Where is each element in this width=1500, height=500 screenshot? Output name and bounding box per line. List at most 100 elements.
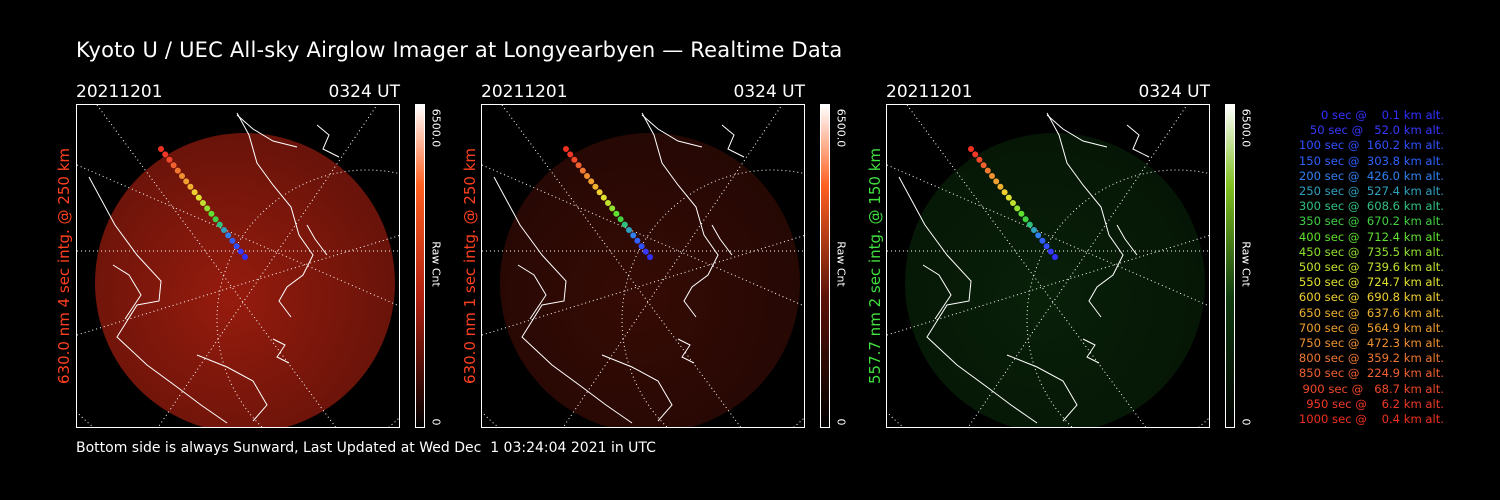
legend-row: 500 sec @ 739.6 km alt. bbox=[1295, 260, 1444, 275]
trajectory-point bbox=[642, 248, 649, 255]
legend-row: 900 sec @ 68.7 km alt. bbox=[1298, 381, 1444, 396]
coastline bbox=[922, 264, 952, 320]
trajectory-point bbox=[1005, 194, 1012, 201]
trajectory-point bbox=[204, 205, 211, 212]
panel-1-date: 20211201 bbox=[76, 82, 163, 102]
page-title: Kyoto U / UEC All-sky Airglow Imager at … bbox=[76, 38, 843, 62]
panel-2-colorbar-labels: 6500.0 Raw Cnt 0 bbox=[833, 104, 849, 428]
longitude-grid-line bbox=[482, 235, 804, 336]
trajectory-point bbox=[609, 205, 616, 212]
coastline bbox=[1126, 124, 1150, 158]
panel-3-colorbar-labels: 6500.0 Raw Cnt 0 bbox=[1238, 104, 1254, 428]
colorbar-unit-label: Raw Cnt bbox=[429, 241, 443, 287]
trajectory-point bbox=[1047, 248, 1054, 255]
legend-row: 600 sec @ 690.8 km alt. bbox=[1295, 290, 1444, 305]
trajectory-point bbox=[976, 156, 983, 163]
panel-2-time: 0324 UT bbox=[733, 82, 806, 102]
legend-row: 700 sec @ 564.9 km alt. bbox=[1295, 320, 1444, 335]
trajectory-point bbox=[984, 167, 991, 174]
panel-2-colorbar bbox=[820, 104, 830, 428]
panel-3-side-label: 557.7 nm 2 sec intg. @ 150 km bbox=[866, 147, 884, 385]
longitude-grid-line bbox=[77, 235, 399, 336]
trajectory-point bbox=[1001, 189, 1008, 196]
legend-row: 0 sec @ 0.1 km alt. bbox=[1309, 108, 1444, 122]
coastline bbox=[711, 224, 733, 256]
allsky-image-3 bbox=[887, 105, 1209, 427]
trajectory-point bbox=[634, 237, 641, 244]
legend-row: 1000 sec @ 0.4 km alt. bbox=[1298, 412, 1444, 427]
airglow-emission bbox=[95, 133, 395, 427]
coastline bbox=[601, 354, 673, 422]
colorbar-max-label: 6500.0 bbox=[429, 108, 443, 148]
trajectory-point bbox=[617, 216, 624, 223]
panel-3-time: 0324 UT bbox=[1138, 82, 1211, 102]
trajectory-point bbox=[195, 194, 202, 201]
trajectory-point bbox=[170, 162, 177, 169]
coastline bbox=[721, 124, 745, 158]
trajectory-point bbox=[1043, 243, 1050, 250]
coastline bbox=[236, 112, 314, 318]
trajectory-point bbox=[980, 162, 987, 169]
coastline bbox=[316, 124, 340, 158]
panel-2-image[interactable] bbox=[481, 104, 805, 428]
coastline bbox=[196, 354, 268, 422]
trajectory-point bbox=[1031, 227, 1037, 233]
trajectory-point bbox=[183, 178, 190, 185]
longitude-grid-line bbox=[501, 105, 742, 427]
panel-2-date: 20211201 bbox=[481, 82, 568, 102]
trajectory-point bbox=[1014, 205, 1021, 212]
trajectory-point bbox=[166, 156, 173, 163]
trajectory-point bbox=[187, 183, 194, 190]
trajectory-point bbox=[605, 200, 611, 206]
trajectory-point bbox=[993, 178, 1000, 185]
legend-row: 150 sec @ 303.8 km alt. bbox=[1295, 153, 1444, 168]
panel-3-image[interactable] bbox=[886, 104, 1210, 428]
trajectory-point bbox=[237, 248, 244, 255]
coastline bbox=[677, 338, 695, 364]
colorbar-min-label: 0 bbox=[834, 418, 848, 426]
footer-status: Bottom side is always Sunward, Last Upda… bbox=[76, 440, 656, 456]
coastline bbox=[517, 264, 547, 320]
trajectory-point bbox=[221, 227, 227, 233]
coastline bbox=[641, 114, 703, 148]
panel-1-colorbar-labels: 6500.0 Raw Cnt 0 bbox=[428, 104, 444, 428]
coastline bbox=[1006, 354, 1078, 422]
legend-row: 300 sec @ 608.6 km alt. bbox=[1295, 199, 1444, 214]
panel-1-image[interactable] bbox=[76, 104, 400, 428]
legend-row: 800 sec @ 359.2 km alt. bbox=[1295, 351, 1444, 366]
legend-row: 450 sec @ 735.5 km alt. bbox=[1295, 244, 1444, 259]
trajectory-point bbox=[191, 189, 198, 196]
trajectory-point bbox=[1026, 221, 1033, 228]
trajectory-point bbox=[242, 254, 248, 260]
trajectory-point bbox=[174, 167, 181, 174]
trajectory-point bbox=[600, 194, 607, 201]
legend-row: 400 sec @ 712.4 km alt. bbox=[1295, 229, 1444, 244]
trajectory-point bbox=[972, 151, 979, 158]
panel-1-time: 0324 UT bbox=[328, 82, 401, 102]
colorbar-max-label: 6500.0 bbox=[834, 108, 848, 148]
trajectory-point bbox=[229, 237, 236, 244]
trajectory-point bbox=[233, 243, 240, 250]
panel-3-colorbar bbox=[1225, 104, 1235, 428]
legend-row: 550 sec @ 724.7 km alt. bbox=[1295, 275, 1444, 290]
longitude-grid-line bbox=[906, 105, 1147, 427]
colorbar-max-label: 6500.0 bbox=[1239, 108, 1253, 148]
trajectory-point bbox=[596, 189, 603, 196]
coastline bbox=[272, 338, 290, 364]
coastline bbox=[493, 176, 633, 424]
trajectory-point bbox=[212, 216, 219, 223]
trajectory-point bbox=[997, 183, 1004, 190]
coastline bbox=[898, 176, 1038, 424]
panel-2-side-label: 630.0 nm 1 sec intg. @ 250 km bbox=[461, 147, 479, 385]
trajectory-point bbox=[989, 173, 995, 179]
legend-row: 850 sec @ 224.9 km alt. bbox=[1295, 366, 1444, 381]
coastline bbox=[641, 112, 719, 318]
legend-row: 650 sec @ 637.6 km alt. bbox=[1295, 305, 1444, 320]
trajectory-point bbox=[1010, 200, 1016, 206]
trajectory-point bbox=[592, 183, 599, 190]
trajectory-point bbox=[584, 173, 590, 179]
colorbar-unit-label: Raw Cnt bbox=[834, 241, 848, 287]
colorbar-min-label: 0 bbox=[1239, 418, 1253, 426]
trajectory-point bbox=[162, 151, 169, 158]
trajectory-point bbox=[179, 173, 185, 179]
